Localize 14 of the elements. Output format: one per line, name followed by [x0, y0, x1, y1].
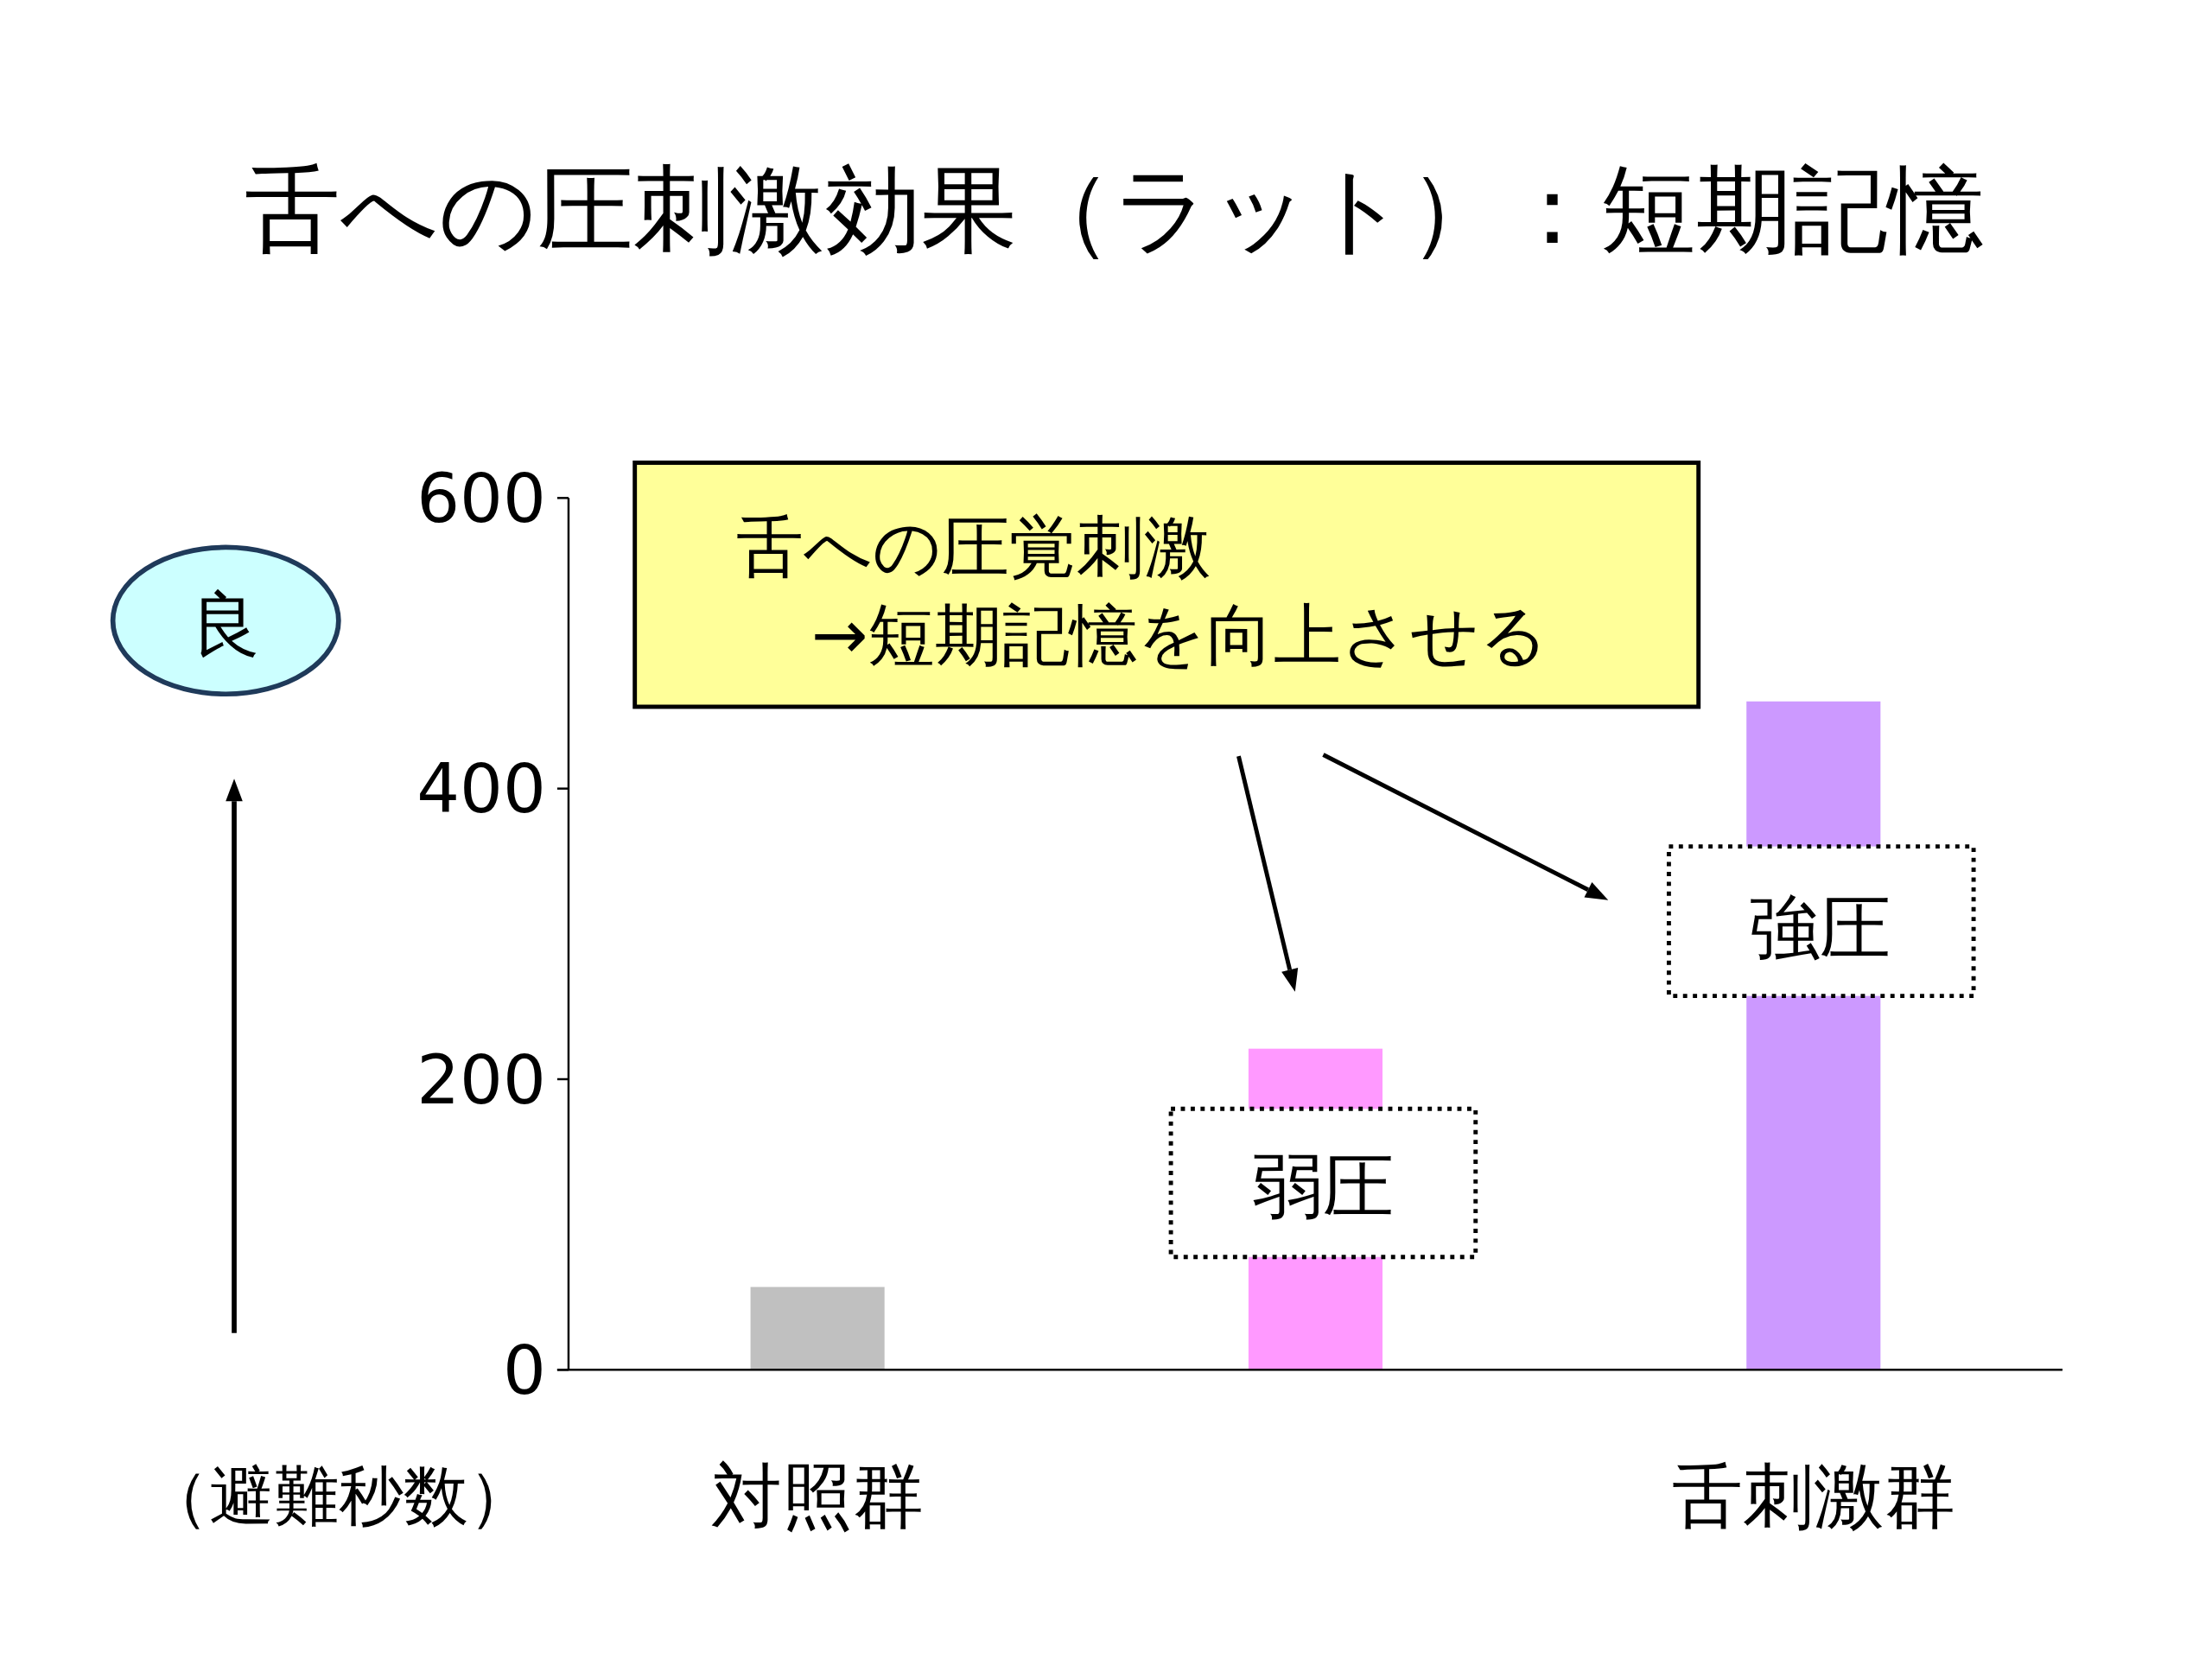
y-tick-label: 400 [416, 749, 546, 829]
annotation: 舌への圧覚刺激 [736, 506, 1212, 586]
x-tick-label: 舌刺激群 [1671, 1455, 1955, 1537]
y-axis-title: （避難秒数） [143, 1457, 533, 1534]
annotation: →短期記憶を向上させる [810, 595, 1549, 675]
annotation: 弱圧 [1252, 1144, 1395, 1227]
y-tick-label: 200 [416, 1039, 546, 1119]
bar [750, 1287, 885, 1370]
text: 良 [190, 583, 262, 666]
annotation: 強圧 [1749, 887, 1891, 969]
y-tick-label: 0 [502, 1331, 546, 1410]
chart-title: 舌への圧刺激効果（ラット）：短期記憶 [245, 153, 1985, 265]
x-tick-label: 対照群 [711, 1455, 925, 1537]
y-tick-label: 600 [416, 459, 546, 538]
